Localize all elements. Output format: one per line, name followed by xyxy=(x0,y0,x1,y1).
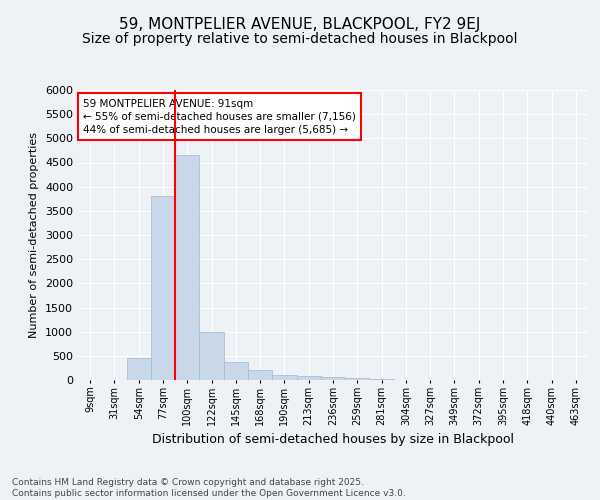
Bar xyxy=(296,376,321,380)
Bar xyxy=(345,378,370,380)
Y-axis label: Number of semi-detached properties: Number of semi-detached properties xyxy=(29,132,40,338)
Bar xyxy=(127,358,151,380)
Bar xyxy=(199,332,224,380)
Text: 59 MONTPELIER AVENUE: 91sqm
← 55% of semi-detached houses are smaller (7,156)
44: 59 MONTPELIER AVENUE: 91sqm ← 55% of sem… xyxy=(83,98,356,135)
Bar xyxy=(272,375,296,380)
Bar xyxy=(248,370,272,380)
Text: Size of property relative to semi-detached houses in Blackpool: Size of property relative to semi-detach… xyxy=(82,32,518,46)
Bar xyxy=(370,378,394,380)
Bar xyxy=(151,196,175,380)
Text: 59, MONTPELIER AVENUE, BLACKPOOL, FY2 9EJ: 59, MONTPELIER AVENUE, BLACKPOOL, FY2 9E… xyxy=(119,18,481,32)
X-axis label: Distribution of semi-detached houses by size in Blackpool: Distribution of semi-detached houses by … xyxy=(152,434,514,446)
Text: Contains HM Land Registry data © Crown copyright and database right 2025.
Contai: Contains HM Land Registry data © Crown c… xyxy=(12,478,406,498)
Bar xyxy=(175,155,199,380)
Bar xyxy=(321,377,345,380)
Bar xyxy=(224,362,248,380)
